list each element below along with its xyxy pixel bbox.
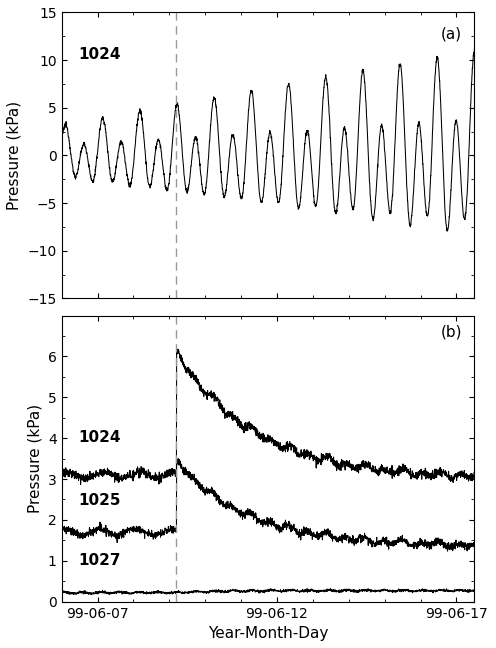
Y-axis label: Pressure (kPa): Pressure (kPa) xyxy=(7,101,22,210)
X-axis label: Year-Month-Day: Year-Month-Day xyxy=(208,626,328,641)
Text: 1024: 1024 xyxy=(78,430,121,445)
Text: 1024: 1024 xyxy=(78,47,121,62)
Text: 1027: 1027 xyxy=(78,553,121,568)
Y-axis label: Pressure (kPa): Pressure (kPa) xyxy=(27,404,42,513)
Text: 1025: 1025 xyxy=(78,493,121,508)
Text: (a): (a) xyxy=(441,27,462,41)
Text: (b): (b) xyxy=(440,324,462,339)
